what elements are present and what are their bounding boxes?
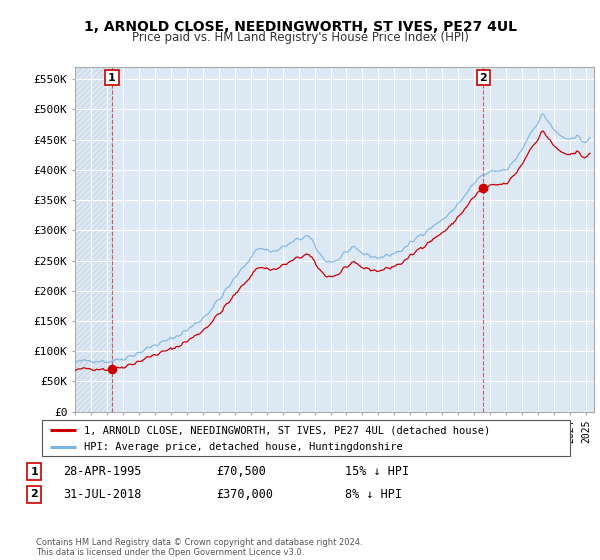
Text: 1: 1 <box>31 466 38 477</box>
FancyBboxPatch shape <box>42 420 570 456</box>
Text: 8% ↓ HPI: 8% ↓ HPI <box>345 488 402 501</box>
Text: 31-JUL-2018: 31-JUL-2018 <box>63 488 142 501</box>
Text: 1, ARNOLD CLOSE, NEEDINGWORTH, ST IVES, PE27 4UL (detached house): 1, ARNOLD CLOSE, NEEDINGWORTH, ST IVES, … <box>84 425 490 435</box>
Text: 1: 1 <box>108 73 116 82</box>
Text: HPI: Average price, detached house, Huntingdonshire: HPI: Average price, detached house, Hunt… <box>84 442 403 452</box>
Text: Contains HM Land Registry data © Crown copyright and database right 2024.
This d: Contains HM Land Registry data © Crown c… <box>36 538 362 557</box>
Text: 28-APR-1995: 28-APR-1995 <box>63 465 142 478</box>
Text: £370,000: £370,000 <box>216 488 273 501</box>
Text: 15% ↓ HPI: 15% ↓ HPI <box>345 465 409 478</box>
Text: 1, ARNOLD CLOSE, NEEDINGWORTH, ST IVES, PE27 4UL: 1, ARNOLD CLOSE, NEEDINGWORTH, ST IVES, … <box>83 20 517 34</box>
Text: 2: 2 <box>479 73 487 82</box>
Text: £70,500: £70,500 <box>216 465 266 478</box>
Text: Price paid vs. HM Land Registry's House Price Index (HPI): Price paid vs. HM Land Registry's House … <box>131 31 469 44</box>
Text: 2: 2 <box>31 489 38 500</box>
